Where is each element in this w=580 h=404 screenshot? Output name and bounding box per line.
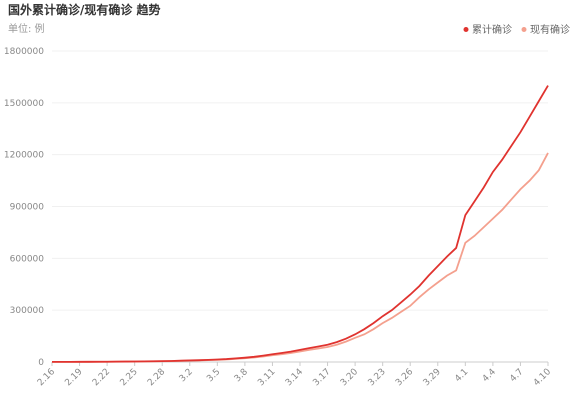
x-tick-label: 4.1 <box>453 367 470 384</box>
x-tick-label: 3.23 <box>367 367 388 388</box>
series-line <box>51 85 549 363</box>
x-tick-label: 4.7 <box>508 367 525 384</box>
x-tick-label: 3.8 <box>233 367 250 384</box>
x-tick-label: 3.14 <box>284 367 305 388</box>
chart-subtitle: 单位: 例 <box>8 22 45 35</box>
x-tick-label: 2.22 <box>91 367 112 388</box>
y-tick-label: 600000 <box>10 254 45 264</box>
y-tick-label: 300000 <box>10 306 45 316</box>
x-tick-label: 2.16 <box>36 367 57 388</box>
legend-label: 累计确诊 <box>472 23 512 36</box>
series-line <box>51 152 549 363</box>
y-tick-label: 900000 <box>10 203 45 213</box>
x-tick-label: 2.28 <box>146 367 167 388</box>
x-tick-label: 3.20 <box>339 367 360 388</box>
x-tick-label: 4.4 <box>481 367 498 384</box>
x-tick-label: 3.29 <box>422 367 443 388</box>
legend-dot <box>463 27 469 32</box>
x-tick-label: 2.19 <box>63 367 84 388</box>
legend-label: 现有确诊 <box>530 23 570 36</box>
y-tick-label: 1800000 <box>4 47 44 57</box>
y-tick-label: 1500000 <box>4 99 44 109</box>
chart-title: 国外累计确诊/现有确诊 趋势 <box>8 2 161 17</box>
x-tick-label: 3.5 <box>205 367 222 384</box>
x-tick-label: 3.11 <box>256 367 277 388</box>
x-tick-label: 3.2 <box>178 367 195 384</box>
x-tick-label: 3.17 <box>311 367 332 388</box>
x-tick-label: 4.10 <box>532 367 553 388</box>
x-tick-label: 2.25 <box>119 367 140 388</box>
legend-dot <box>521 27 527 32</box>
y-tick-label: 0 <box>38 358 44 368</box>
x-tick-label: 3.26 <box>394 367 415 388</box>
y-tick-label: 1200000 <box>4 151 44 161</box>
